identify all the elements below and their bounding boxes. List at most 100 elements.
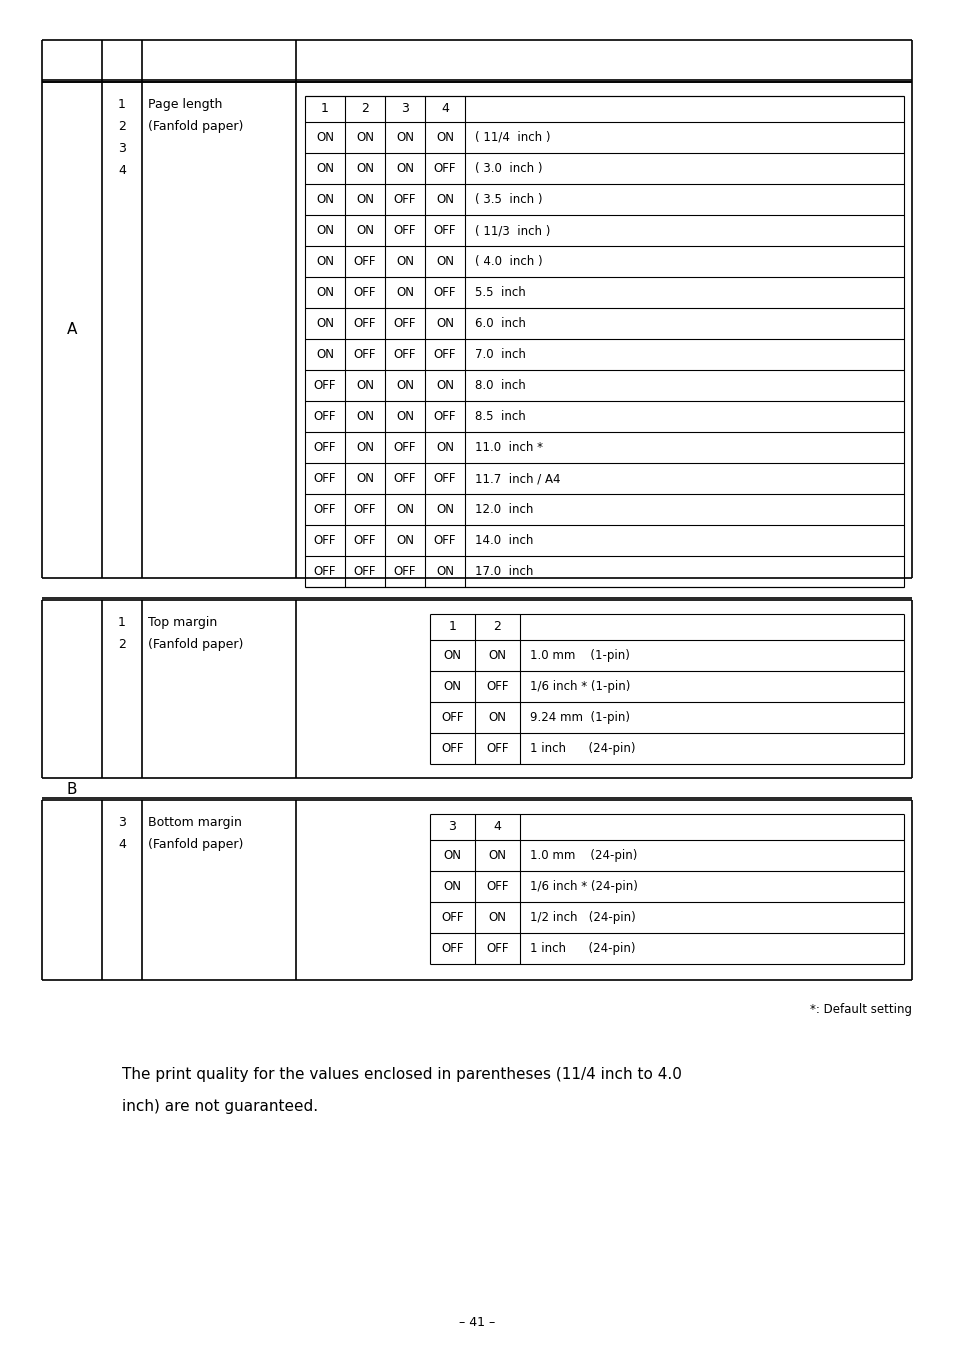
Text: OFF: OFF	[486, 742, 508, 754]
Text: (Fanfold paper): (Fanfold paper)	[148, 120, 243, 132]
Text: 3: 3	[448, 821, 456, 833]
Text: A: A	[67, 323, 77, 338]
Text: OFF: OFF	[434, 534, 456, 548]
Text: The print quality for the values enclosed in parentheses (11/4 inch to 4.0: The print quality for the values enclose…	[122, 1068, 681, 1083]
Text: 1: 1	[118, 97, 126, 111]
Text: 1.0 mm    (1-pin): 1.0 mm (1-pin)	[530, 649, 629, 662]
Text: 7.0  inch: 7.0 inch	[475, 347, 525, 361]
Text: ( 3.0  inch ): ( 3.0 inch )	[475, 162, 542, 174]
Text: ON: ON	[395, 503, 414, 516]
Text: ON: ON	[436, 256, 454, 268]
Text: ON: ON	[436, 131, 454, 145]
Text: ON: ON	[395, 410, 414, 423]
Text: 11.7  inch / A4: 11.7 inch / A4	[475, 472, 560, 485]
Text: 1/6 inch * (24-pin): 1/6 inch * (24-pin)	[530, 880, 638, 894]
Text: OFF: OFF	[354, 565, 375, 579]
Text: OFF: OFF	[354, 256, 375, 268]
Text: ON: ON	[488, 849, 506, 863]
Text: OFF: OFF	[434, 287, 456, 299]
Text: ON: ON	[395, 287, 414, 299]
Text: OFF: OFF	[394, 224, 416, 237]
Text: 1/2 inch   (24-pin): 1/2 inch (24-pin)	[530, 911, 635, 923]
Text: OFF: OFF	[354, 316, 375, 330]
Text: 1.0 mm    (24-pin): 1.0 mm (24-pin)	[530, 849, 637, 863]
Text: 14.0  inch: 14.0 inch	[475, 534, 533, 548]
Text: 4: 4	[440, 103, 449, 115]
Text: OFF: OFF	[314, 503, 335, 516]
Text: OFF: OFF	[314, 441, 335, 454]
Text: ON: ON	[315, 131, 334, 145]
Text: ON: ON	[436, 379, 454, 392]
Text: ON: ON	[395, 131, 414, 145]
Text: OFF: OFF	[314, 410, 335, 423]
Text: ( 3.5  inch ): ( 3.5 inch )	[475, 193, 542, 206]
Text: OFF: OFF	[394, 193, 416, 206]
Text: 3: 3	[118, 815, 126, 829]
Text: Page length: Page length	[148, 97, 222, 111]
Text: OFF: OFF	[354, 503, 375, 516]
Text: ON: ON	[395, 162, 414, 174]
Text: 4: 4	[493, 821, 501, 833]
Text: OFF: OFF	[441, 742, 463, 754]
Text: 4: 4	[118, 164, 126, 177]
Text: Top margin: Top margin	[148, 617, 217, 629]
Text: ON: ON	[395, 256, 414, 268]
Text: ON: ON	[355, 224, 374, 237]
Text: (Fanfold paper): (Fanfold paper)	[148, 638, 243, 652]
Text: ON: ON	[315, 193, 334, 206]
Text: OFF: OFF	[441, 911, 463, 923]
Text: ON: ON	[355, 162, 374, 174]
Text: OFF: OFF	[434, 162, 456, 174]
Text: ON: ON	[395, 534, 414, 548]
Text: OFF: OFF	[314, 565, 335, 579]
Text: OFF: OFF	[486, 942, 508, 955]
Text: 1 inch      (24-pin): 1 inch (24-pin)	[530, 742, 635, 754]
Text: 9.24 mm  (1-pin): 9.24 mm (1-pin)	[530, 711, 629, 725]
Text: 1: 1	[118, 615, 126, 629]
Text: ON: ON	[488, 911, 506, 923]
Text: ON: ON	[315, 256, 334, 268]
Text: 8.0  inch: 8.0 inch	[475, 379, 525, 392]
Text: 1/6 inch * (1-pin): 1/6 inch * (1-pin)	[530, 680, 630, 694]
Text: ON: ON	[436, 316, 454, 330]
Text: ON: ON	[443, 649, 461, 662]
Text: OFF: OFF	[314, 472, 335, 485]
Text: 4: 4	[118, 837, 126, 850]
Text: OFF: OFF	[394, 441, 416, 454]
Text: ( 4.0  inch ): ( 4.0 inch )	[475, 256, 542, 268]
Text: OFF: OFF	[314, 534, 335, 548]
Text: OFF: OFF	[441, 711, 463, 725]
Text: ON: ON	[355, 379, 374, 392]
Text: ON: ON	[436, 565, 454, 579]
Text: ON: ON	[436, 503, 454, 516]
Text: OFF: OFF	[394, 472, 416, 485]
Text: OFF: OFF	[394, 347, 416, 361]
Text: Bottom margin: Bottom margin	[148, 817, 242, 829]
Text: 2: 2	[118, 119, 126, 132]
Text: ON: ON	[488, 711, 506, 725]
Text: ON: ON	[436, 193, 454, 206]
Text: ON: ON	[355, 441, 374, 454]
Text: ON: ON	[315, 316, 334, 330]
Text: 3: 3	[400, 103, 409, 115]
Text: ON: ON	[355, 472, 374, 485]
Text: 12.0  inch: 12.0 inch	[475, 503, 533, 516]
Text: ( 11/3  inch ): ( 11/3 inch )	[475, 224, 550, 237]
Text: OFF: OFF	[354, 347, 375, 361]
Text: ON: ON	[315, 162, 334, 174]
Text: OFF: OFF	[441, 942, 463, 955]
Text: ON: ON	[315, 347, 334, 361]
Text: 2: 2	[360, 103, 369, 115]
Text: ON: ON	[443, 849, 461, 863]
Text: B: B	[67, 783, 77, 798]
Text: inch) are not guaranteed.: inch) are not guaranteed.	[122, 1099, 317, 1114]
Text: ON: ON	[488, 649, 506, 662]
Text: 8.5  inch: 8.5 inch	[475, 410, 525, 423]
Text: 11.0  inch *: 11.0 inch *	[475, 441, 542, 454]
Text: *: Default setting: *: Default setting	[809, 1003, 911, 1017]
Text: 3: 3	[118, 142, 126, 154]
Text: ON: ON	[315, 287, 334, 299]
Text: ON: ON	[355, 410, 374, 423]
Text: ON: ON	[355, 193, 374, 206]
Text: OFF: OFF	[434, 347, 456, 361]
